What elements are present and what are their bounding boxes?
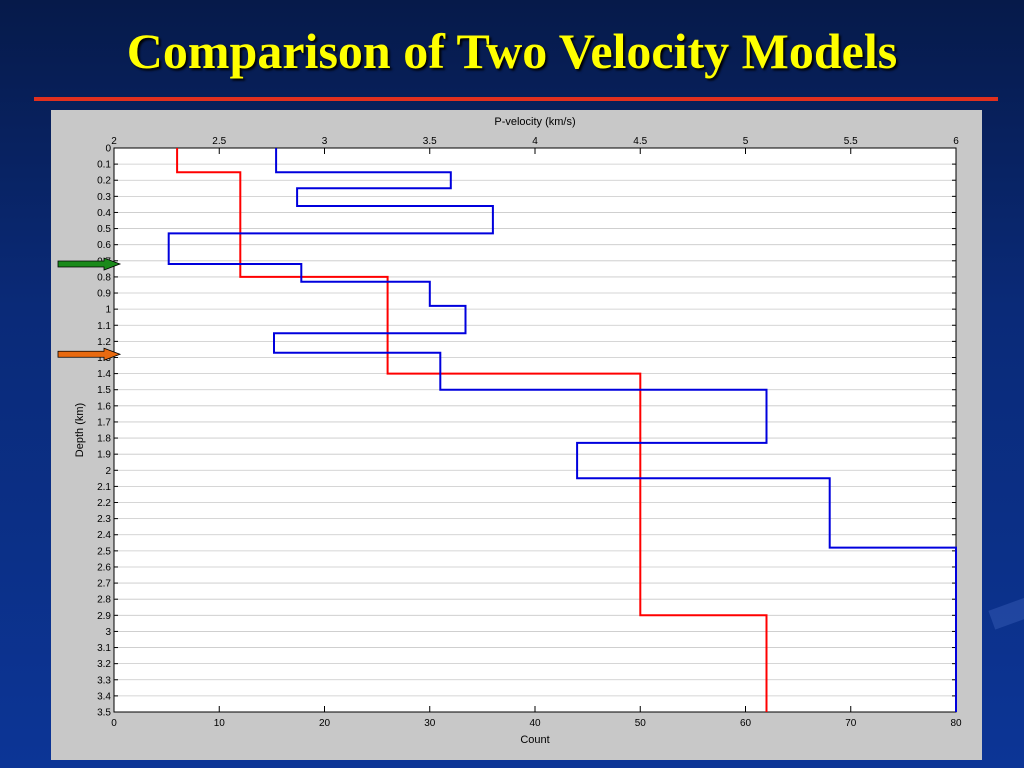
top-tick-label: 3 — [322, 136, 328, 147]
bottom-axis-label: Count — [520, 734, 549, 746]
bottom-tick-label: 20 — [319, 718, 331, 729]
y-tick-label: 3.2 — [97, 659, 111, 670]
bottom-tick-label: 50 — [635, 718, 647, 729]
y-tick-label: 2.5 — [97, 546, 111, 557]
top-tick-label: 2.5 — [212, 136, 226, 147]
axis-ticks: 00.10.20.30.40.50.60.70.80.911.11.21.31.… — [97, 136, 962, 729]
green-arrow-marker — [57, 257, 122, 271]
y-tick-label: 2.3 — [97, 514, 111, 525]
y-tick-label: 2.4 — [97, 530, 111, 541]
y-tick-label: 1.1 — [97, 321, 111, 332]
y-tick-label: 0.1 — [97, 160, 111, 171]
y-tick-label: 1.9 — [97, 450, 111, 461]
y-tick-label: 3.4 — [97, 691, 111, 702]
y-tick-label: 3.3 — [97, 675, 111, 686]
series-line-1 — [176, 148, 768, 712]
y-axis-label: Depth (km) — [74, 403, 86, 457]
y-tick-label: 3.5 — [97, 708, 111, 719]
y-tick-label: 2.1 — [97, 482, 111, 493]
y-tick-label: 1.7 — [97, 417, 111, 428]
top-tick-label: 3.5 — [423, 136, 437, 147]
bottom-tick-label: 70 — [845, 718, 857, 729]
top-tick-label: 4 — [532, 136, 538, 147]
depth-markers — [57, 257, 122, 361]
y-tick-label: 1 — [105, 305, 111, 316]
y-tick-label: 1.8 — [97, 434, 111, 445]
y-tick-label: 0.6 — [97, 240, 111, 251]
y-tick-label: 1.4 — [97, 369, 111, 380]
y-tick-label: 2.8 — [97, 595, 111, 606]
top-axis-label: P-velocity (km/s) — [494, 116, 575, 128]
orange-arrow-marker — [57, 347, 122, 361]
bottom-tick-label: 60 — [740, 718, 752, 729]
y-tick-label: 0.3 — [97, 192, 111, 203]
y-tick-label: 2.2 — [97, 498, 111, 509]
series-line-2 — [167, 148, 957, 712]
y-tick-label: 1.5 — [97, 385, 111, 396]
y-tick-label: 0.8 — [97, 272, 111, 283]
bottom-tick-label: 0 — [111, 718, 117, 729]
y-tick-label: 1.6 — [97, 401, 111, 412]
plot-area — [113, 147, 957, 713]
y-tick-label: 3 — [105, 627, 111, 638]
y-tick-label: 0.9 — [97, 289, 111, 300]
top-tick-label: 2 — [111, 136, 117, 147]
y-tick-label: 0.4 — [97, 208, 111, 219]
y-tick-label: 0 — [105, 144, 111, 155]
top-tick-label: 5 — [743, 136, 749, 147]
bottom-tick-label: 80 — [950, 718, 962, 729]
grid-lines — [114, 163, 956, 697]
y-tick-label: 1.2 — [97, 337, 111, 348]
bottom-tick-label: 40 — [529, 718, 541, 729]
slide-title: Comparison of Two Velocity Models — [126, 23, 898, 79]
y-tick-label: 2.7 — [97, 579, 111, 590]
top-tick-label: 6 — [953, 136, 959, 147]
y-tick-label: 0.2 — [97, 176, 111, 187]
bottom-tick-label: 10 — [214, 718, 226, 729]
y-tick-label: 3.1 — [97, 643, 111, 654]
y-tick-label: 0.5 — [97, 224, 111, 235]
bottom-tick-label: 30 — [424, 718, 436, 729]
top-tick-label: 5.5 — [844, 136, 858, 147]
y-tick-label: 2 — [105, 466, 111, 477]
y-tick-label: 2.9 — [97, 611, 111, 622]
top-tick-label: 4.5 — [633, 136, 647, 147]
series-lines — [167, 148, 957, 712]
y-tick-label: 2.6 — [97, 562, 111, 573]
title-divider — [34, 97, 998, 101]
